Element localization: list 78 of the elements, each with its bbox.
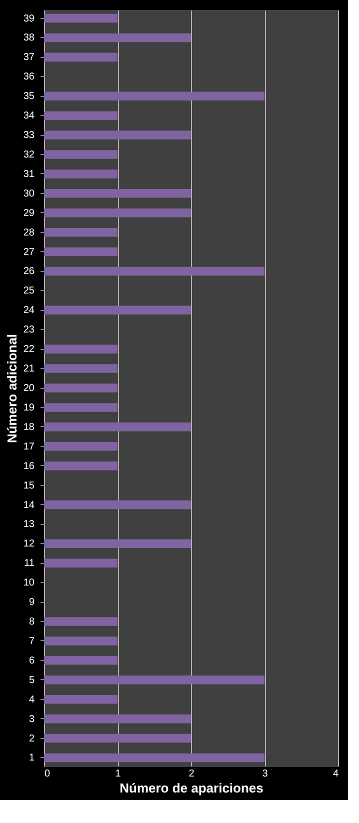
y-tick-label: 17 <box>23 441 35 452</box>
bar <box>44 636 118 646</box>
bar <box>44 558 118 568</box>
bar <box>44 753 264 762</box>
y-tick-label: 2 <box>28 733 35 744</box>
y-tick-label: 25 <box>23 286 35 297</box>
y-tick-label: 11 <box>24 558 35 570</box>
x-tick-label: 3 <box>262 768 268 780</box>
bar <box>44 208 191 218</box>
y-tick-label: 31 <box>23 168 35 180</box>
bar <box>44 92 264 100</box>
bar <box>44 344 118 354</box>
y-tick-label: 12 <box>23 538 35 550</box>
y-tick-label: 15 <box>23 480 35 492</box>
bar <box>44 384 118 392</box>
y-tick-label: 20 <box>23 383 35 394</box>
y-tick-label: 18 <box>23 422 35 433</box>
y-axis-title: Número adicional <box>4 334 20 444</box>
y-tick-label: 28 <box>23 227 35 238</box>
y-tick-label: 7 <box>28 636 35 647</box>
y-tick-label: 6 <box>28 655 35 666</box>
bar <box>44 228 118 237</box>
bar <box>44 676 264 684</box>
bar <box>44 33 191 42</box>
y-tick-label: 3 <box>28 714 35 725</box>
y-tick-label: 34 <box>23 110 35 122</box>
y-tick-label: 32 <box>23 149 35 160</box>
y-tick-label: 16 <box>23 460 35 472</box>
bar <box>44 617 118 626</box>
y-tick-label: 23 <box>23 324 35 336</box>
y-tick-label: 9 <box>28 597 35 608</box>
y-tick-label: 5 <box>28 674 35 686</box>
bar <box>44 461 118 470</box>
bar <box>44 52 118 62</box>
bar <box>44 189 191 198</box>
x-tick-label: 0 <box>44 768 50 780</box>
y-tick-label: 26 <box>23 266 35 278</box>
y-tick-label: 39 <box>23 13 35 24</box>
bar <box>44 442 118 451</box>
y-tick-label: 38 <box>23 32 35 44</box>
y-tick-label: 13 <box>23 519 35 530</box>
x-tick-label: 4 <box>332 768 339 780</box>
x-tick-label: 2 <box>188 768 195 780</box>
y-tick-label: 29 <box>23 208 35 219</box>
bar <box>44 306 191 315</box>
bar <box>44 734 191 743</box>
y-tick-label: 36 <box>23 72 35 83</box>
y-tick-label: 14 <box>23 500 35 511</box>
y-tick-label: 1 <box>28 752 35 764</box>
bar <box>44 111 118 120</box>
y-tick-label: 22 <box>23 344 35 356</box>
bar <box>44 656 118 665</box>
bar <box>44 170 118 178</box>
y-tick-label: 37 <box>23 52 35 64</box>
y-tick-label: 35 <box>23 91 35 102</box>
bar <box>44 694 118 704</box>
y-tick-label: 24 <box>23 305 35 316</box>
bar <box>44 266 264 276</box>
x-tick-label: 1 <box>115 768 122 780</box>
bar <box>44 14 118 23</box>
y-tick-label: 19 <box>23 402 35 414</box>
y-tick-label: 10 <box>23 578 35 589</box>
y-tick-label: 8 <box>28 616 35 628</box>
bar <box>44 403 118 412</box>
bar <box>44 500 191 510</box>
y-tick-label: 21 <box>23 364 35 375</box>
bar <box>44 364 118 373</box>
bar <box>44 247 118 256</box>
y-tick-label: 30 <box>23 188 35 200</box>
bar <box>44 150 118 159</box>
y-tick-label: 27 <box>23 246 35 258</box>
y-tick-label: 33 <box>23 130 35 142</box>
bar <box>44 539 191 548</box>
bar <box>44 714 191 724</box>
x-axis-title: Número de apariciones <box>120 780 264 796</box>
y-tick-label: 4 <box>28 694 35 706</box>
bar <box>44 422 191 432</box>
bar <box>44 130 191 140</box>
